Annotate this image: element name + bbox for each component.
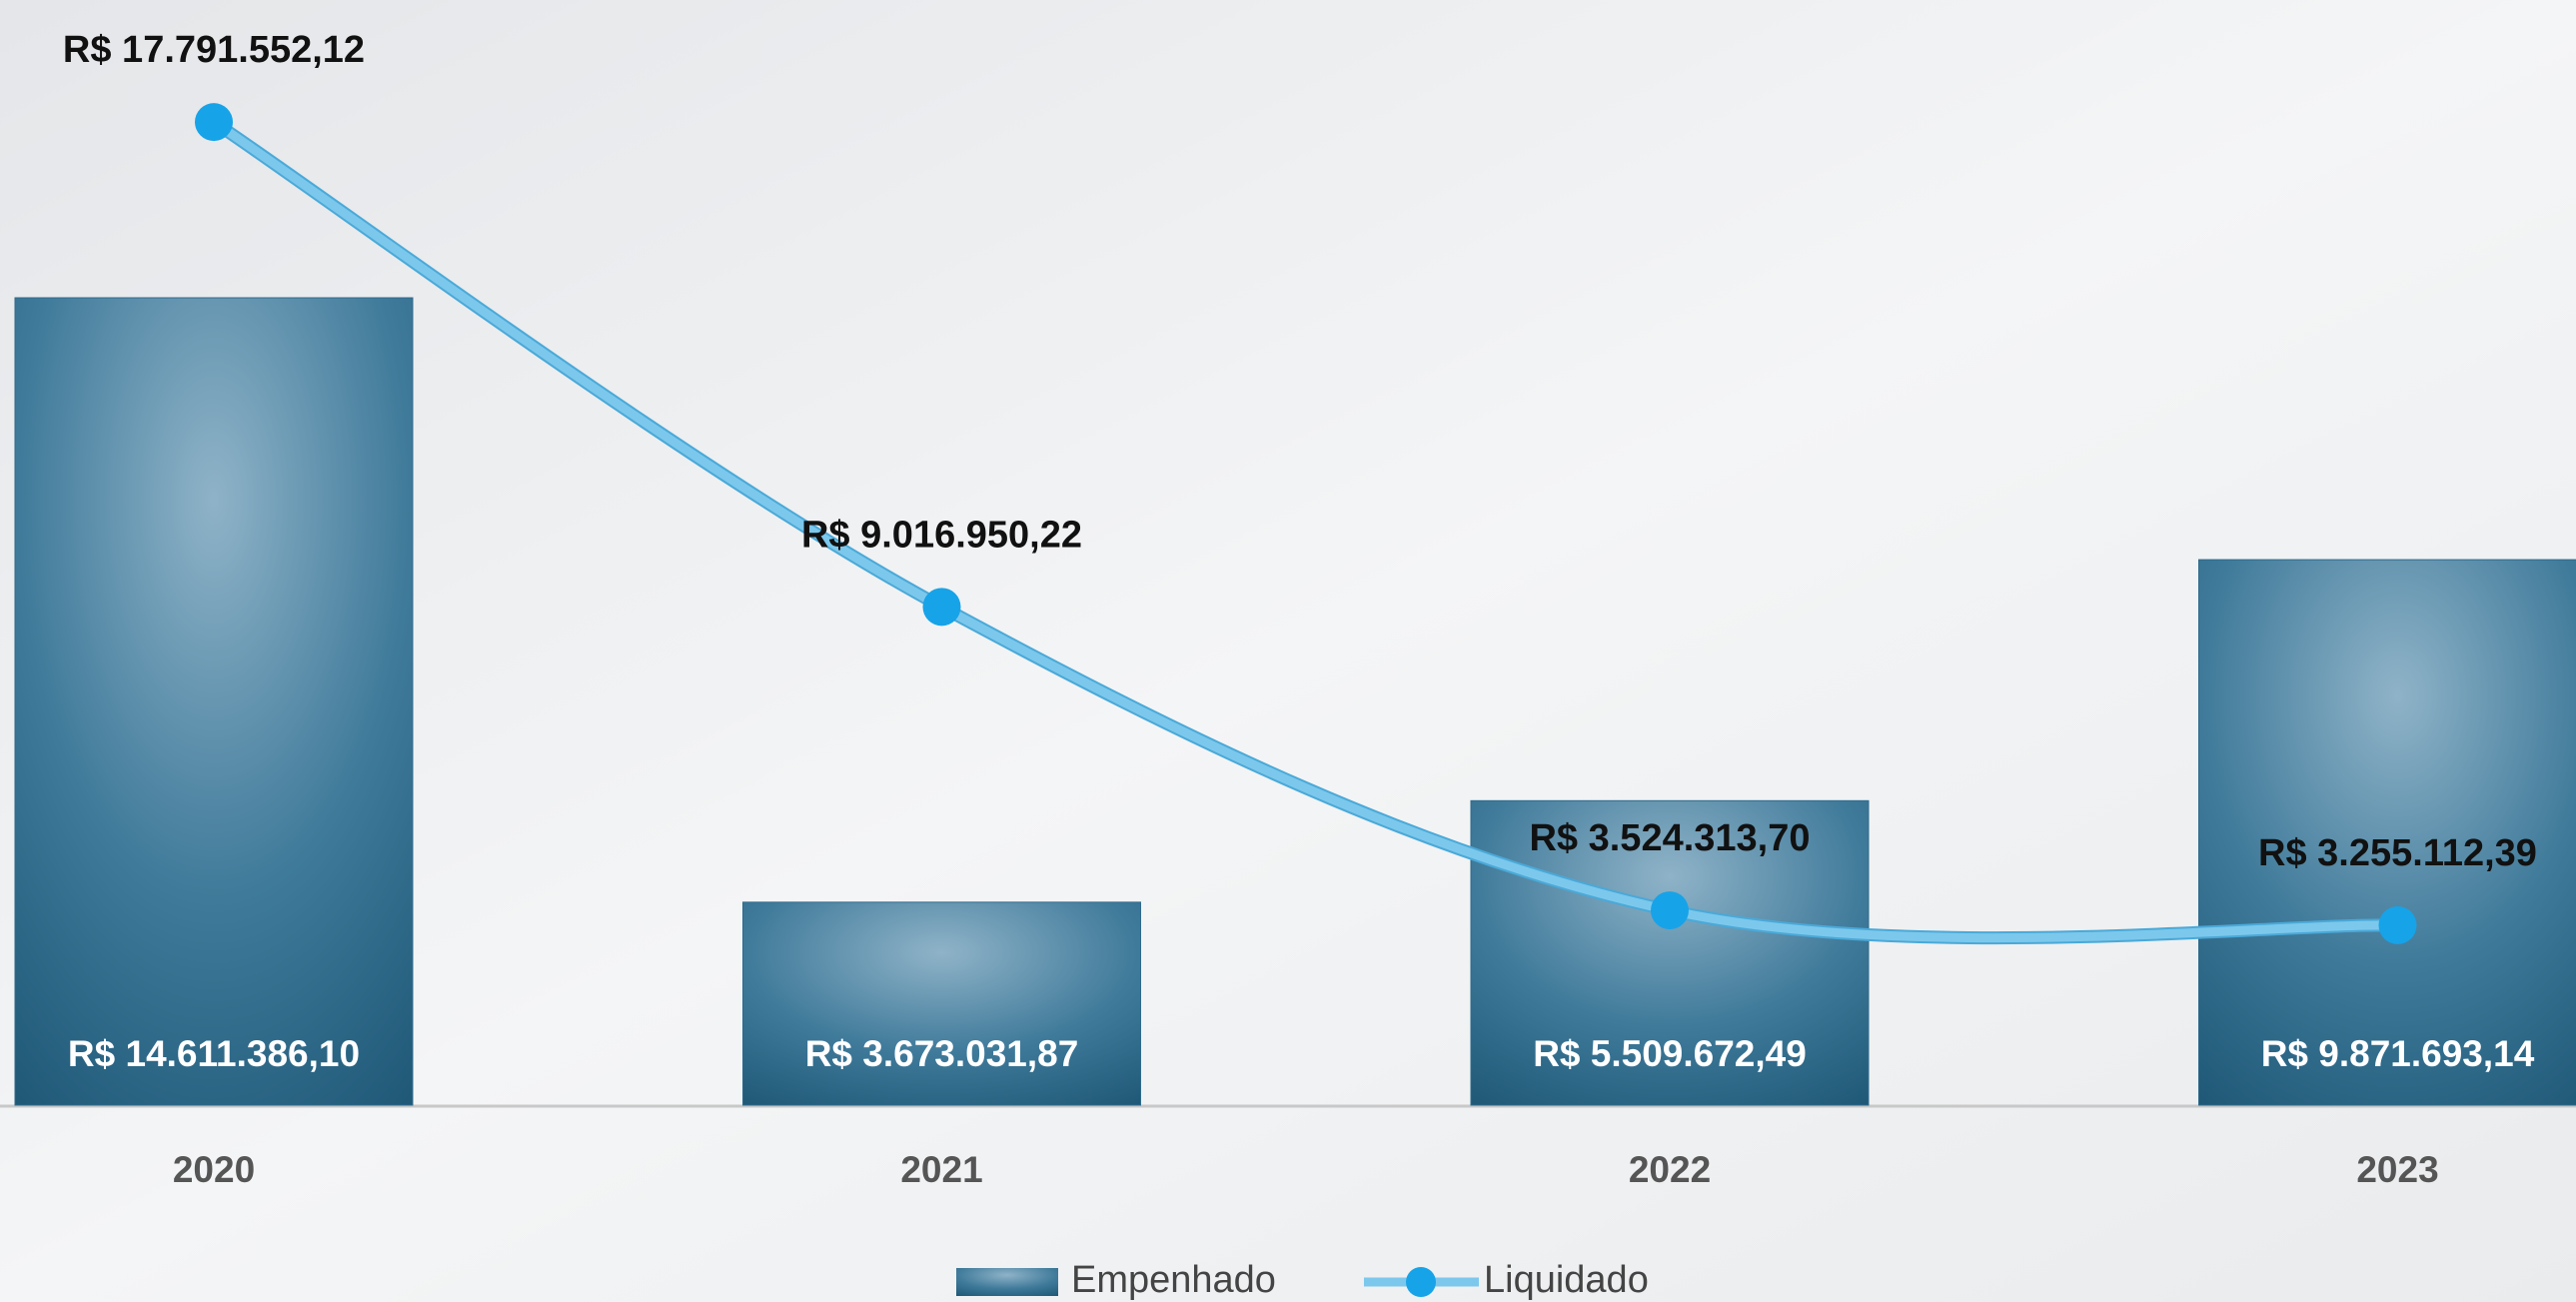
line-marker — [2378, 905, 2417, 944]
line-marker — [922, 588, 961, 627]
bar — [742, 901, 1141, 1106]
point-value-label: R$ 3.255.112,39 — [2258, 832, 2537, 874]
legend-label: Empenhado — [1071, 1259, 1276, 1301]
bar-value-label: R$ 9.871.693,14 — [2261, 1033, 2535, 1074]
bar-value-label: R$ 14.611.386,10 — [68, 1033, 360, 1074]
x-tick-label: 2023 — [2356, 1149, 2438, 1190]
x-tick-label: 2022 — [1629, 1149, 1711, 1190]
legend-swatch — [956, 1268, 1058, 1296]
bar — [2198, 559, 2576, 1106]
x-tick-label: 2021 — [900, 1149, 982, 1190]
line — [209, 117, 2402, 943]
point-value-label: R$ 9.016.950,22 — [801, 514, 1082, 556]
line-marker — [195, 103, 233, 142]
legend-marker — [1406, 1267, 1436, 1297]
legend-label: Liquidado — [1484, 1259, 1649, 1301]
line-marker — [1651, 891, 1689, 930]
point-value-label: R$ 17.791.552,12 — [63, 29, 365, 71]
bar-value-label: R$ 3.673.031,87 — [805, 1033, 1079, 1074]
x-tick-label: 2020 — [173, 1149, 255, 1190]
point-value-label: R$ 3.524.313,70 — [1529, 817, 1810, 859]
bar — [1470, 799, 1870, 1106]
bar-value-label: R$ 5.509.672,49 — [1533, 1033, 1807, 1074]
bar — [14, 297, 414, 1106]
